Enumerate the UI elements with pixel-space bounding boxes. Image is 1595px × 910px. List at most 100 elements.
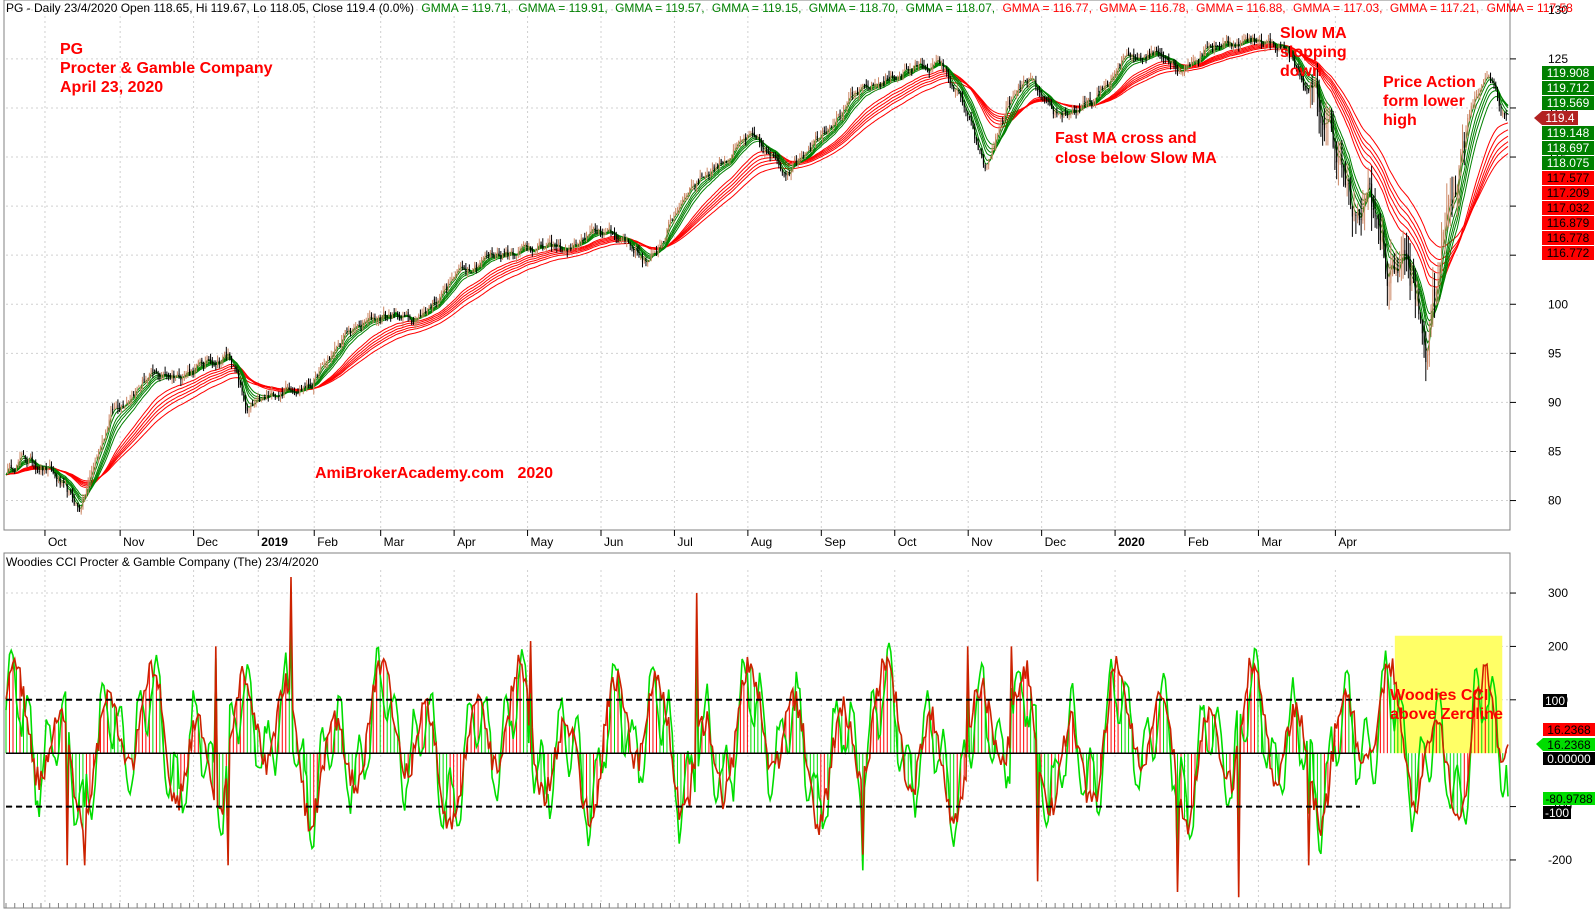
candle-body-629 (1105, 83, 1107, 86)
cci-tag-zero-bg (1543, 752, 1595, 765)
candle-body-193 (342, 334, 344, 341)
candle-body-441 (776, 157, 778, 161)
candle-body-752 (1320, 111, 1322, 123)
candle-body-245 (433, 298, 435, 302)
candle-body-63 (115, 406, 117, 409)
candle-body-720 (1264, 43, 1266, 46)
candle-body-243 (430, 306, 432, 308)
candle-body-437 (769, 154, 771, 158)
candle-body-698 (1225, 38, 1228, 44)
cci-tag-green-bg (1536, 738, 1595, 751)
candle-body-198 (351, 330, 353, 332)
candle-body-77 (140, 386, 142, 388)
candle-body-534 (939, 58, 941, 64)
candle-body-395 (696, 181, 698, 188)
candle-body-370 (652, 251, 654, 256)
candle-body-764 (1341, 155, 1343, 168)
annotation-price-action-2: form lower (1383, 93, 1465, 110)
candle-body-592 (1040, 92, 1042, 97)
candle-body-158 (281, 391, 283, 395)
candle-body-253 (447, 281, 449, 288)
candle-body-806 (1414, 282, 1416, 300)
candle-body-721 (1266, 41, 1268, 45)
candle-body-589 (1035, 80, 1037, 89)
price-tag-8: 117.209 (1547, 186, 1590, 200)
candle-body-708 (1243, 39, 1245, 41)
candle-body-296 (523, 244, 525, 247)
header-gmma-1: GMMA = 119.71, (421, 1, 511, 15)
header-gmma-10: GMMA = 117.03, (1293, 1, 1383, 15)
candle-body-348 (613, 233, 616, 235)
candle-body-681 (1196, 59, 1198, 62)
candle-body-615 (1080, 105, 1082, 109)
candle-body-291 (514, 254, 516, 256)
candle-body-323 (570, 247, 572, 250)
candle-body-219 (388, 314, 390, 316)
candle-body-637 (1119, 64, 1121, 66)
candle-body-38 (71, 492, 73, 498)
candle-body-85 (154, 370, 156, 372)
candle-body-331 (584, 238, 586, 240)
candle-body-363 (640, 256, 642, 259)
candle-body-365 (643, 259, 645, 261)
candle-body-835 (1465, 129, 1467, 148)
candle-body-252 (446, 287, 448, 289)
candle-body-228 (404, 314, 406, 317)
candle-body-180 (320, 366, 322, 371)
candle-body-201 (356, 324, 358, 328)
price-tag-bg-4 (1542, 126, 1594, 140)
candle-body-439 (773, 154, 775, 157)
candle-body-118 (211, 362, 213, 364)
candle-body-229 (405, 313, 407, 315)
header-gmma-12: GMMA = 117.58 (1487, 1, 1573, 15)
candle-body-423 (745, 137, 747, 140)
candle-body-149 (266, 395, 268, 399)
candle-body-74 (134, 390, 136, 398)
candle-body-338 (596, 230, 598, 232)
candle-body-803 (1409, 258, 1411, 286)
candle-body-763 (1339, 156, 1341, 162)
price-tag-bg-6 (1542, 156, 1594, 170)
candle-body-270 (477, 265, 479, 268)
candle-body-71 (129, 400, 131, 402)
candle-body-226 (400, 318, 402, 320)
candle-body-464 (816, 136, 818, 139)
candle-body-429 (755, 135, 757, 139)
candle-body-680 (1194, 60, 1196, 62)
candle-body-625 (1098, 90, 1100, 92)
candle-body-136 (243, 394, 245, 401)
candle-body-608 (1068, 115, 1070, 117)
candle-body-508 (893, 76, 895, 79)
candle-body-190 (337, 343, 339, 347)
candle-body-384 (676, 211, 678, 213)
candle-body-122 (218, 360, 220, 363)
slow-ema-35 (5, 43, 1509, 487)
candle-body-232 (411, 320, 413, 324)
candle-body-107 (192, 370, 194, 373)
candle-body-379 (668, 222, 670, 228)
candle-body-426 (750, 132, 752, 136)
candle-body-548 (963, 103, 965, 108)
candle-body-741 (1301, 75, 1303, 81)
candle-body-767 (1346, 183, 1348, 186)
candle-body-459 (808, 149, 810, 151)
candle-body-814 (1428, 334, 1430, 356)
candle-body-34 (64, 483, 66, 485)
candle-body-834 (1463, 141, 1465, 148)
candle-body-120 (215, 363, 217, 365)
candle-body-162 (288, 387, 290, 390)
header-gmma-5: GMMA = 118.70, (809, 1, 899, 15)
candle-body-614 (1079, 108, 1081, 111)
candle-body-807 (1416, 299, 1418, 301)
candle-body-206 (365, 320, 367, 323)
price-tag-2: 119.712 (1547, 81, 1590, 95)
candle-body-701 (1231, 43, 1233, 47)
candle-body-537 (944, 68, 946, 70)
candle-body-339 (598, 229, 600, 231)
x-tick-label-17: Mar (1261, 535, 1282, 549)
candle-body-530 (932, 63, 934, 70)
candle-body-822 (1442, 232, 1444, 242)
candle-body-72 (131, 395, 133, 399)
candle-body-104 (187, 370, 189, 374)
candle-body-396 (697, 180, 699, 183)
